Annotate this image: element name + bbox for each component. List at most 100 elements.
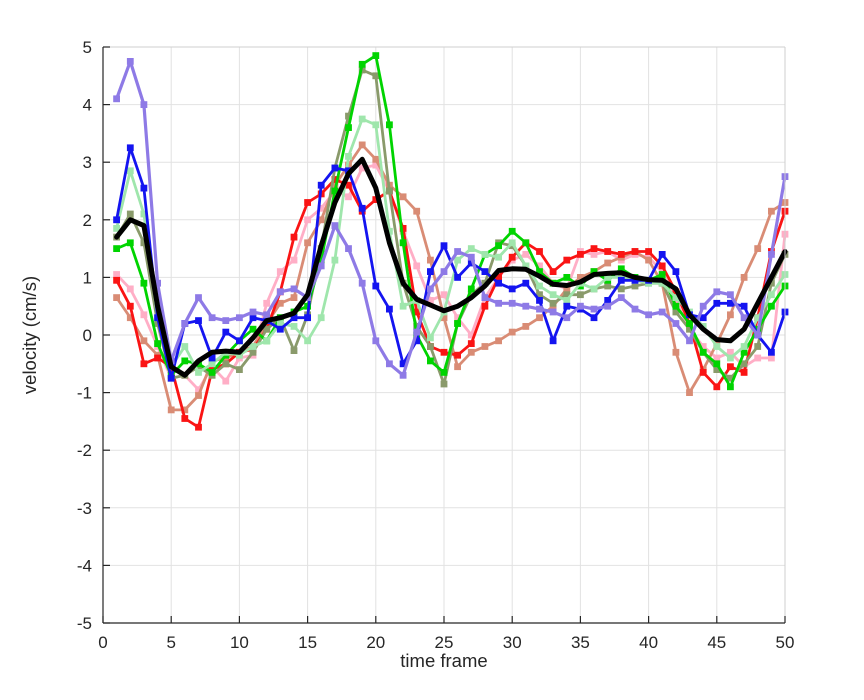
marker-trial-purple bbox=[345, 245, 352, 252]
marker-trial-salmon bbox=[195, 392, 202, 399]
marker-trial-purple bbox=[768, 251, 775, 258]
x-tick-label: 45 bbox=[707, 633, 726, 652]
x-tick-label: 50 bbox=[776, 633, 795, 652]
data-series bbox=[113, 52, 789, 431]
marker-trial-blue bbox=[304, 314, 311, 322]
marker-trial-salmon bbox=[508, 328, 516, 336]
marker-trial-salmon bbox=[290, 294, 298, 301]
marker-trial-pink bbox=[345, 193, 352, 201]
marker-trial-blue bbox=[126, 144, 134, 152]
marker-trial-olive bbox=[126, 210, 134, 218]
marker-trial-purple bbox=[508, 299, 516, 307]
marker-trial-mint bbox=[481, 251, 489, 258]
marker-trial-mint bbox=[358, 115, 366, 123]
marker-trial-salmon bbox=[727, 311, 734, 319]
marker-trial-olive bbox=[236, 366, 243, 373]
marker-trial-mint bbox=[536, 282, 543, 290]
y-tick-label: -5 bbox=[77, 614, 92, 633]
marker-trial-olive bbox=[263, 325, 271, 333]
marker-trial-salmon bbox=[768, 207, 775, 215]
marker-trial-salmon bbox=[672, 348, 680, 356]
marker-trial-green bbox=[372, 52, 380, 59]
marker-trial-purple bbox=[727, 291, 734, 299]
marker-trial-mint bbox=[345, 153, 352, 160]
marker-trial-mint bbox=[236, 351, 243, 359]
marker-trial-olive bbox=[427, 343, 434, 350]
marker-trial-olive bbox=[563, 291, 571, 299]
marker-trial-mint bbox=[181, 343, 189, 350]
marker-trial-green bbox=[590, 268, 598, 275]
marker-trial-purple bbox=[440, 268, 448, 275]
marker-trial-purple bbox=[317, 262, 325, 270]
marker-trial-green bbox=[440, 369, 448, 376]
marker-trial-blue bbox=[495, 279, 502, 287]
marker-trial-blue bbox=[154, 314, 161, 322]
x-axis-label: time frame bbox=[400, 650, 487, 671]
marker-trial-red bbox=[699, 369, 707, 376]
marker-trial-salmon bbox=[358, 141, 366, 149]
y-axis-label: velocity (cm/s) bbox=[19, 276, 40, 394]
marker-trial-mint bbox=[604, 274, 612, 281]
marker-trial-olive bbox=[617, 285, 625, 293]
marker-trial-blue bbox=[713, 299, 721, 307]
marker-trial-mint bbox=[126, 167, 134, 175]
marker-trial-blue bbox=[454, 274, 461, 281]
x-tick-label: 10 bbox=[230, 633, 249, 652]
marker-trial-purple bbox=[590, 305, 598, 313]
marker-trial-mint bbox=[304, 337, 311, 345]
marker-trial-green bbox=[686, 320, 693, 327]
series-mean-black bbox=[114, 156, 788, 378]
marker-trial-blue bbox=[563, 302, 571, 310]
marker-trial-mint bbox=[495, 253, 502, 261]
marker-trial-red bbox=[617, 251, 625, 258]
marker-trial-olive bbox=[754, 343, 762, 350]
y-tick-label: -2 bbox=[77, 441, 92, 460]
marker-trial-pink bbox=[536, 262, 543, 270]
marker-trial-red bbox=[727, 363, 734, 371]
marker-trial-red bbox=[372, 196, 380, 203]
marker-trial-green bbox=[140, 279, 148, 287]
marker-trial-salmon bbox=[167, 406, 175, 414]
marker-trial-purple bbox=[154, 279, 161, 287]
marker-trial-purple bbox=[126, 58, 134, 65]
marker-trial-purple bbox=[495, 299, 502, 307]
marker-trial-salmon bbox=[276, 299, 284, 307]
marker-trial-blue bbox=[508, 285, 516, 293]
series-line-mean-black bbox=[114, 156, 788, 378]
marker-trial-red bbox=[290, 233, 298, 241]
marker-trial-purple bbox=[208, 314, 216, 322]
marker-trial-mint bbox=[317, 314, 325, 322]
marker-trial-pink bbox=[768, 354, 775, 362]
marker-trial-green bbox=[768, 302, 775, 310]
marker-trial-purple bbox=[631, 305, 639, 313]
marker-trial-salmon bbox=[440, 314, 448, 322]
marker-trial-blue bbox=[658, 251, 666, 258]
marker-trial-olive bbox=[386, 187, 393, 195]
marker-trial-salmon bbox=[645, 256, 652, 264]
marker-trial-mint bbox=[672, 294, 680, 301]
marker-trial-pink bbox=[113, 271, 120, 278]
marker-trial-olive bbox=[140, 239, 148, 247]
marker-trial-green bbox=[345, 124, 352, 131]
marker-trial-olive bbox=[713, 366, 721, 373]
marker-trial-red bbox=[181, 415, 189, 422]
marker-trial-purple bbox=[290, 285, 298, 293]
marker-trial-pink bbox=[413, 262, 421, 270]
marker-trial-red bbox=[740, 369, 748, 376]
marker-trial-salmon bbox=[372, 155, 380, 163]
marker-trial-blue bbox=[195, 317, 202, 324]
marker-trial-green bbox=[331, 187, 339, 195]
marker-trial-purple bbox=[222, 317, 230, 324]
marker-trial-green bbox=[399, 239, 407, 247]
marker-trial-mint bbox=[768, 291, 775, 299]
marker-trial-purple bbox=[413, 328, 421, 336]
marker-trial-mint bbox=[427, 334, 434, 342]
marker-trial-salmon bbox=[577, 274, 584, 281]
marker-trial-purple bbox=[658, 308, 666, 316]
marker-trial-mint bbox=[263, 337, 271, 345]
marker-trial-mint bbox=[249, 343, 257, 350]
marker-trial-mint bbox=[467, 245, 475, 252]
marker-trial-blue bbox=[427, 268, 434, 275]
marker-trial-red bbox=[577, 251, 584, 258]
marker-trial-olive bbox=[372, 72, 380, 80]
